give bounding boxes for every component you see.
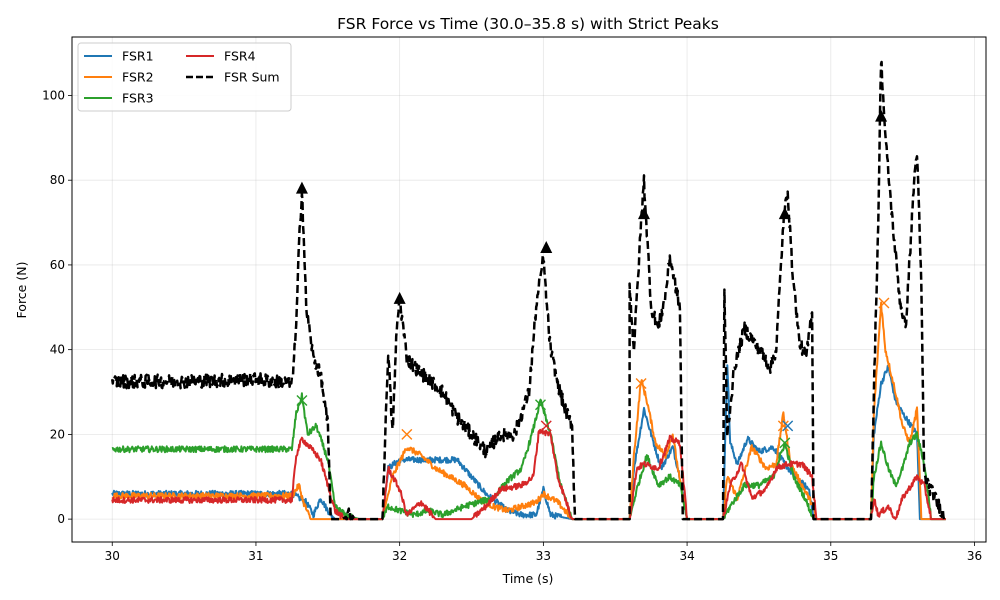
peak-marker-x [635,378,647,390]
y-axis: 0 20 40 60 80 100 [42,88,72,526]
series-line-fsr3 [111,392,947,521]
x-tick-label: 35 [823,549,838,563]
x-axis-label: Time (s) [502,571,554,586]
y-tick-label: 80 [50,173,65,187]
peak-marker-x [535,399,546,411]
peak-markers [295,109,890,449]
series-layer [110,60,947,521]
y-tick-label: 40 [50,343,65,357]
grid [72,37,986,542]
plot-frame [71,36,987,543]
peak-marker-triangle [778,207,791,220]
peak-marker-x [878,297,890,309]
x-tick-label: 34 [679,549,694,563]
series-line-fsr4 [111,428,947,521]
peak-marker-x [779,437,791,449]
series-line-fsr-sum [110,60,947,521]
legend-label: FSR2 [122,70,154,85]
peak-marker-x [540,420,552,432]
peak-marker-x [401,428,413,440]
x-tick-label: 32 [392,549,407,563]
legend-label: FSR4 [224,49,256,64]
peak-marker-triangle [637,207,650,220]
peak-marker-x [782,420,794,432]
x-axis: 30 31 32 33 34 35 36 [105,542,982,563]
y-tick-label: 20 [50,427,65,441]
peak-marker-triangle [875,109,888,122]
x-tick-label: 31 [248,549,263,563]
y-axis-label: Force (N) [14,262,29,319]
y-tick-label: 60 [50,258,65,272]
peak-marker-triangle [295,181,308,194]
x-tick-label: 30 [105,549,120,563]
peak-marker-x [777,420,789,432]
chart-title: FSR Force vs Time (30.0–35.8 s) with Str… [337,15,719,33]
legend: FSR1 FSR2 FSR3 FSR4 FSR Sum [77,42,292,112]
y-tick-label: 100 [42,88,65,102]
x-tick-label: 36 [967,549,982,563]
x-tick-label: 33 [536,549,551,563]
legend-label: FSR1 [122,49,154,64]
legend-label: FSR3 [122,91,154,106]
series-line-fsr1 [111,364,947,521]
peak-marker-x [296,395,308,406]
peak-marker-triangle [393,291,406,304]
peak-marker-triangle [540,240,553,253]
legend-box [77,42,292,112]
legend-label: FSR Sum [224,70,280,85]
y-tick-label: 0 [57,512,65,526]
